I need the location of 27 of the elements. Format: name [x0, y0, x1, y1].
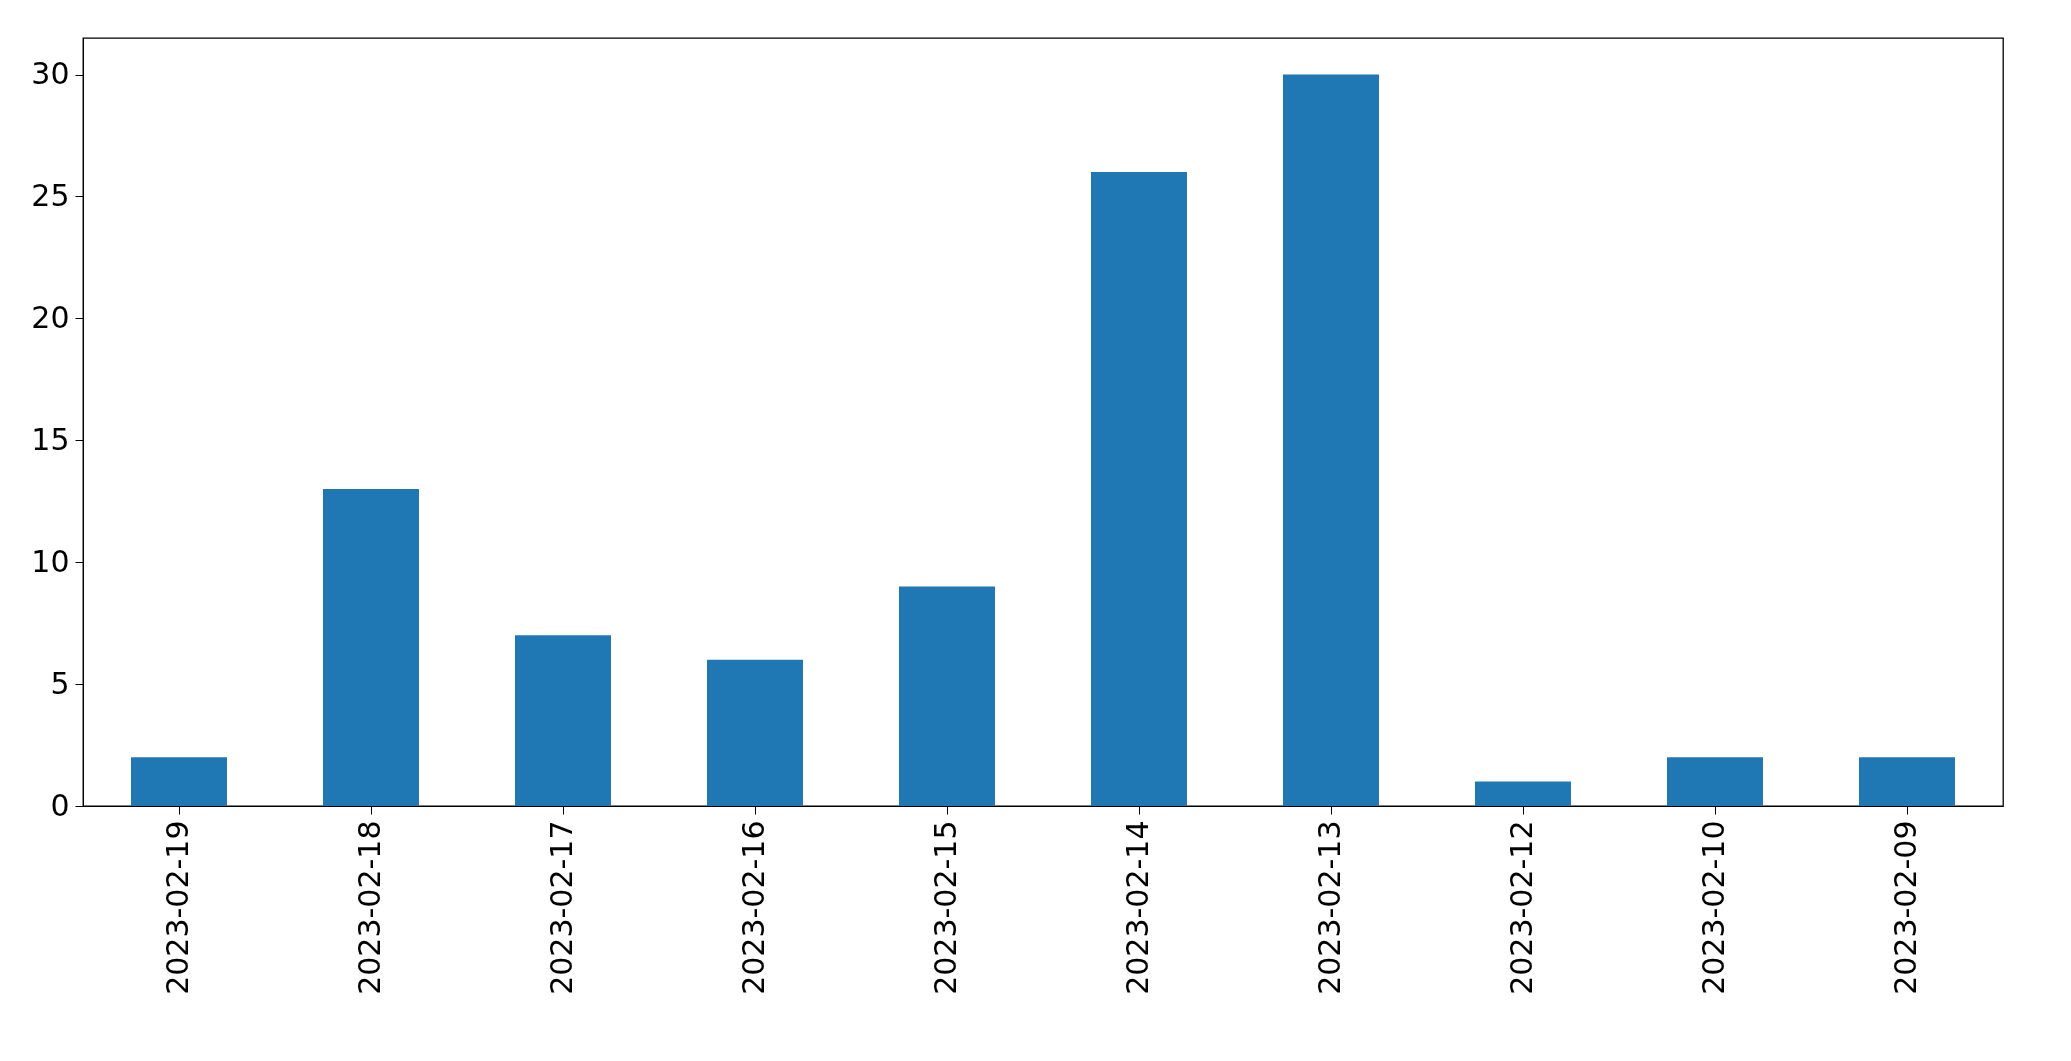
bar [899, 586, 995, 806]
bar [1859, 757, 1955, 806]
bar [131, 757, 227, 806]
bar [1475, 781, 1571, 806]
y-tick-label: 10 [31, 543, 70, 579]
bar [1283, 74, 1379, 806]
y-tick-label: 5 [50, 665, 70, 701]
y-tick-label: 20 [31, 299, 70, 335]
bar [323, 489, 419, 806]
x-tick-label: 2023-02-17 [544, 820, 579, 995]
bar [1091, 172, 1187, 806]
x-tick-label: 2023-02-16 [736, 820, 771, 995]
x-tick-label: 2023-02-18 [352, 820, 387, 995]
x-tick-label: 2023-02-19 [160, 820, 195, 995]
x-tick-label: 2023-02-13 [1312, 820, 1347, 995]
y-tick-label: 30 [31, 56, 70, 92]
x-tick-label: 2023-02-12 [1504, 820, 1539, 995]
bar [515, 635, 611, 806]
bar [707, 659, 803, 806]
y-tick-label: 15 [31, 421, 70, 457]
x-tick-label: 2023-02-14 [1120, 820, 1155, 995]
y-tick-label: 0 [50, 787, 70, 823]
x-tick-label: 2023-02-09 [1888, 820, 1923, 995]
y-tick-label: 25 [31, 177, 70, 213]
bar [1667, 757, 1763, 806]
x-tick-label: 2023-02-15 [928, 820, 963, 995]
x-tick-label: 2023-02-10 [1696, 820, 1731, 995]
